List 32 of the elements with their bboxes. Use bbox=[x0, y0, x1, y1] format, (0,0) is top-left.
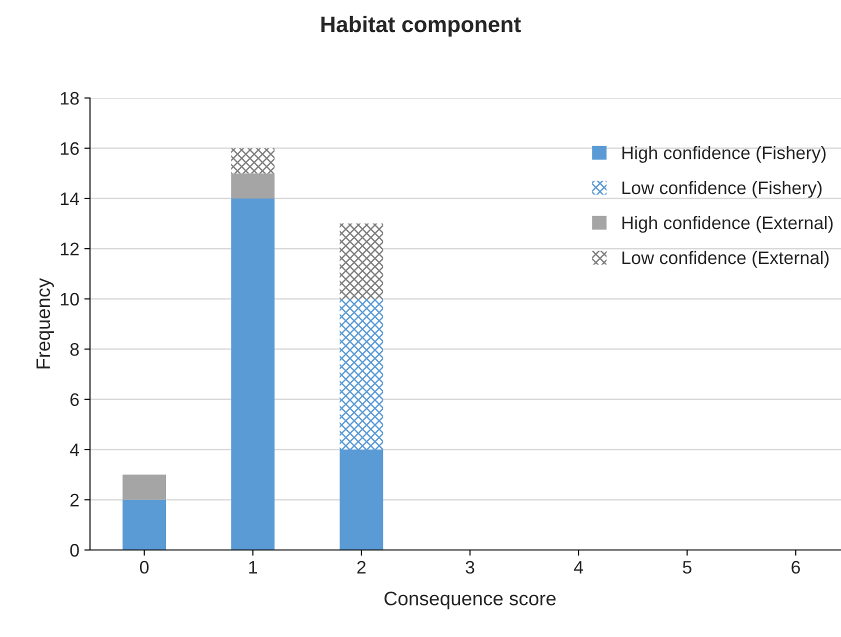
bar bbox=[122, 474, 166, 500]
y-tick-label: 10 bbox=[60, 292, 79, 306]
legend-label: High confidence (External) bbox=[622, 216, 833, 233]
legend-label: Low confidence (Fishery) bbox=[622, 180, 822, 198]
y-tick-label: 6 bbox=[70, 393, 79, 406]
x-tick-label: 1 bbox=[249, 561, 257, 574]
x-tick-label: 3 bbox=[466, 560, 474, 574]
y-axis-title: Frequency bbox=[36, 278, 54, 368]
bar bbox=[231, 198, 275, 550]
y-tick-label: 2 bbox=[70, 494, 79, 506]
y-tick-label: 0 bbox=[70, 544, 79, 557]
y-tick-label: 14 bbox=[60, 192, 80, 205]
y-tick-label: 8 bbox=[70, 343, 79, 356]
y-tick-label: 16 bbox=[60, 142, 79, 155]
x-tick-label: 4 bbox=[574, 561, 584, 574]
bar bbox=[231, 148, 275, 174]
y-tick-label: 18 bbox=[60, 92, 79, 105]
y-tick-label: 12 bbox=[60, 242, 79, 256]
bar bbox=[231, 173, 275, 198]
chart-title: Habitat component bbox=[321, 16, 521, 37]
x-tick-label: 0 bbox=[140, 560, 149, 574]
legend-label: High confidence (Fishery) bbox=[622, 146, 826, 163]
y-tick-label: 4 bbox=[70, 444, 80, 456]
legend-label: Low confidence (External) bbox=[622, 250, 829, 268]
x-axis-title: Consequence score bbox=[384, 592, 556, 610]
x-tick-label: 2 bbox=[357, 560, 366, 574]
x-tick-label: 6 bbox=[792, 560, 800, 574]
bar bbox=[122, 500, 166, 550]
x-tick-label: 5 bbox=[682, 561, 692, 574]
bar bbox=[340, 450, 384, 550]
bar bbox=[340, 298, 384, 450]
bar bbox=[340, 224, 384, 299]
